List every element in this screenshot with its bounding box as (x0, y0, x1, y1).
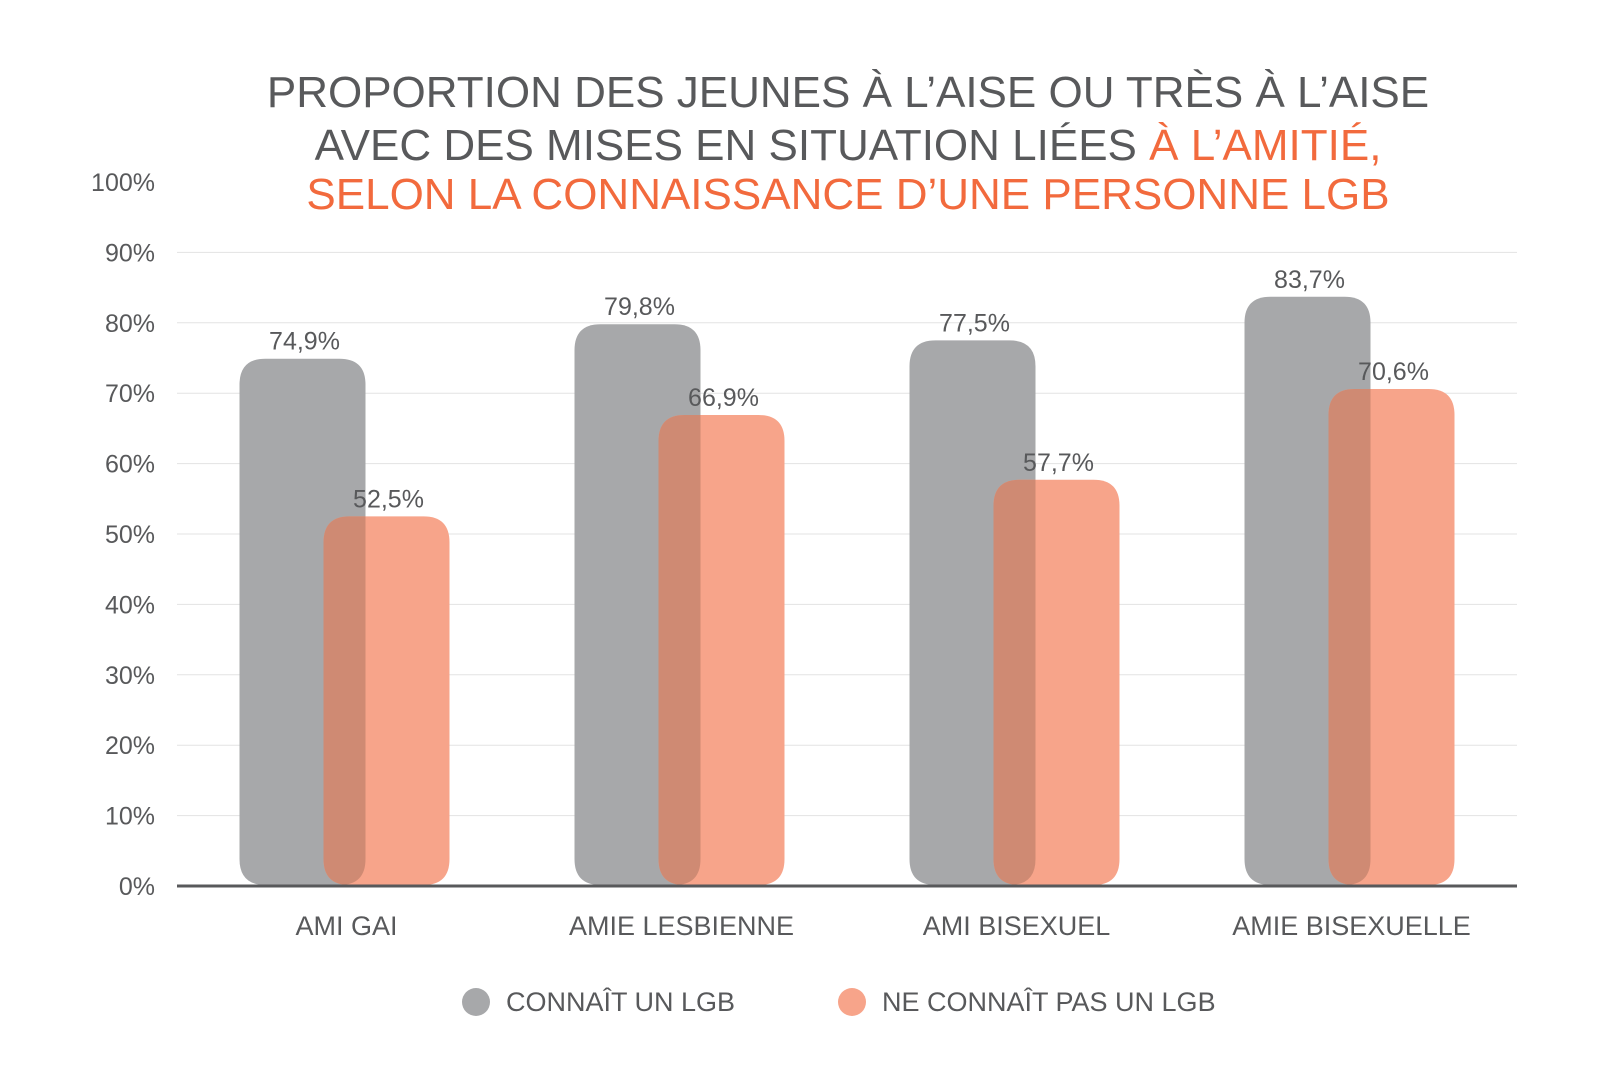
legend-marker-connait (462, 988, 490, 1016)
y-tick-label: 100% (91, 169, 155, 197)
category-label: AMIE LESBIENNE (569, 911, 794, 941)
value-labels: 74,9% 52,5% 79,8% 66,9% 77,5% 57,7% 83,7% 70,6% (269, 266, 1429, 514)
y-tick-label: 10% (105, 803, 155, 831)
value-label: 70,6% (1358, 358, 1429, 386)
legend-label-connait: CONNAÎT UN LGB (506, 986, 735, 1017)
y-tick-label: 40% (105, 591, 155, 619)
chart-title-line-2: AVEC DES MISES EN SITUATION LIÉES À L’AM… (315, 121, 1382, 170)
value-label: 66,9% (688, 384, 759, 412)
bars (239, 296, 1455, 886)
legend-label-ne-connait-pas: NE CONNAÎT PAS UN LGB (882, 986, 1216, 1017)
bar-overlap (658, 415, 701, 885)
y-tick-label: 0% (119, 873, 155, 901)
value-label: 83,7% (1274, 266, 1345, 294)
x-axis-category-labels: AMI GAI AMIE LESBIENNE AMI BISEXUEL AMIE BI… (295, 911, 1470, 941)
chart-title-line-3: SELON LA CONNAISSANCE D’UNE PERSONNE LGB (306, 170, 1389, 219)
value-label: 52,5% (353, 485, 424, 513)
value-label: 79,8% (604, 293, 675, 321)
y-tick-label: 90% (105, 239, 155, 267)
y-tick-label: 50% (105, 521, 155, 549)
y-tick-label: 60% (105, 451, 155, 479)
bar-overlap (323, 516, 366, 885)
category-label: AMIE BISEXUELLE (1232, 911, 1471, 941)
chart-title-line-2-accent: À L’AMITIÉ, (1149, 121, 1381, 170)
y-tick-label: 30% (105, 662, 155, 690)
chart-title-line-1: PROPORTION DES JEUNES À L’AISE OU TRÈS À… (267, 68, 1429, 117)
bar-overlap (1328, 388, 1371, 885)
value-label: 57,7% (1023, 449, 1094, 477)
chart-title-line-2-plain: AVEC DES MISES EN SITUATION LIÉES (315, 121, 1150, 170)
y-tick-label: 80% (105, 310, 155, 338)
value-label: 74,9% (269, 328, 340, 356)
value-label: 77,5% (939, 309, 1010, 337)
legend: CONNAÎT UN LGB NE CONNAÎT PAS UN LGB (462, 986, 1216, 1017)
y-tick-label: 70% (105, 380, 155, 408)
category-label: AMI BISEXUEL (923, 911, 1111, 941)
bar-overlap (993, 479, 1036, 885)
category-label: AMI GAI (295, 911, 397, 941)
legend-marker-ne-connait-pas (838, 988, 866, 1016)
y-tick-label: 20% (105, 732, 155, 760)
y-axis-tick-labels: 0% 10% 20% 30% 40% 50% 60% 70% 80% 90% 100% (91, 169, 155, 901)
